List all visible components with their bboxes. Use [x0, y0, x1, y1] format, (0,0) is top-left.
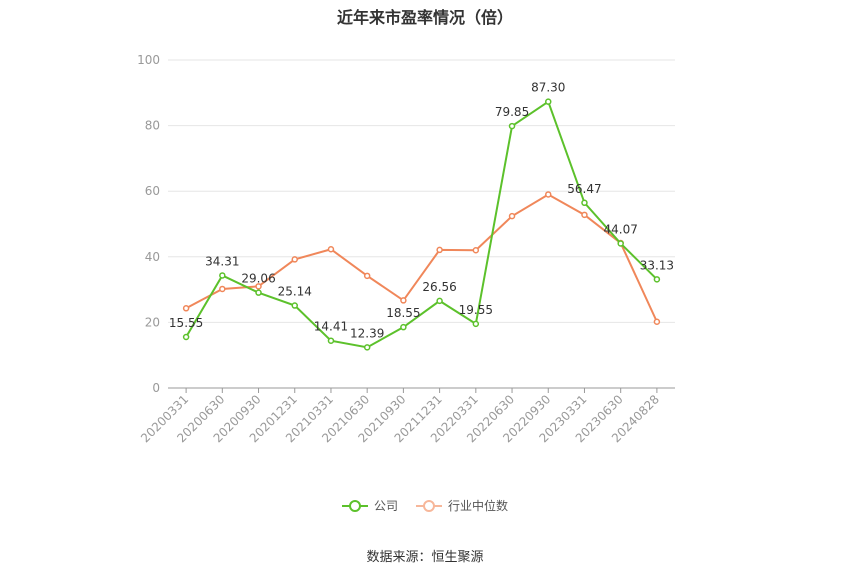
data-point-company: [472, 320, 480, 328]
y-tick-label: 20: [145, 315, 160, 329]
legend-item-industry-median[interactable]: 行业中位数: [416, 497, 508, 514]
data-point-company: [291, 302, 298, 309]
data-label-company: 29.06: [241, 272, 275, 286]
data-label-company: 25.14: [278, 285, 312, 299]
data-label-company: 44.07: [603, 222, 637, 236]
data-label-company: 79.85: [495, 105, 529, 119]
data-point-industry-median: [472, 246, 480, 254]
y-tick-label: 60: [145, 184, 160, 198]
chart-title: 近年来市盈率情况（倍）: [336, 8, 513, 27]
data-point-company: [436, 297, 443, 305]
data-point-company: [617, 240, 624, 247]
data-point-industry-median: [327, 246, 335, 253]
y-tick-label: 40: [145, 250, 160, 264]
data-point-company: [400, 323, 407, 331]
legend-marker-industry-median: [416, 499, 442, 512]
data-point-company: [653, 276, 661, 283]
legend-label-industry-median: 行业中位数: [448, 499, 509, 513]
legend: 公司 行业中位数: [0, 497, 850, 514]
y-tick-label: 80: [145, 119, 160, 133]
data-point-industry-median: [363, 272, 371, 280]
data-point-company: [327, 337, 335, 344]
data-point-company: [581, 199, 588, 207]
data-label-company: 34.31: [205, 254, 239, 268]
legend-marker-company: [341, 499, 368, 512]
data-point-industry-median: [219, 285, 226, 293]
legend-item-company[interactable]: 公司: [341, 497, 398, 514]
data-label-company: 56.47: [567, 182, 601, 196]
legend-label-company: 公司: [373, 499, 398, 513]
data-label-company: 19.55: [459, 303, 493, 317]
data-label-company: 33.13: [640, 258, 674, 272]
data-point-industry-median: [255, 283, 262, 290]
data-point-industry-median: [182, 305, 190, 312]
data-point-industry-median: [653, 318, 661, 325]
data-point-company: [508, 122, 516, 130]
data-label-company: 26.56: [422, 280, 456, 294]
series-line-industry-median: [185, 193, 658, 323]
series-line-company: [185, 100, 658, 349]
data-point-industry-median: [291, 256, 298, 263]
data-point-company: [255, 289, 262, 296]
data-point-industry-median: [545, 191, 552, 198]
y-tick-label: 0: [152, 381, 160, 395]
data-point-industry-median: [581, 211, 588, 219]
data-point-industry-median: [400, 297, 407, 304]
data-point-company: [182, 333, 190, 341]
data-label-company: 14.41: [314, 320, 348, 334]
data-point-company: [545, 98, 552, 105]
data-label-company: 18.55: [386, 306, 420, 320]
data-point-company: [363, 344, 371, 351]
data-point-company: [219, 272, 226, 279]
data-point-industry-median: [508, 212, 516, 220]
data-source: 数据来源：恒生聚源: [366, 550, 484, 565]
data-label-company: 87.30: [531, 81, 565, 95]
data-label-company: 15.55: [169, 316, 203, 330]
data-label-company: 12.39: [350, 326, 384, 340]
y-tick-label: 100: [137, 53, 160, 67]
data-point-industry-median: [436, 246, 443, 254]
